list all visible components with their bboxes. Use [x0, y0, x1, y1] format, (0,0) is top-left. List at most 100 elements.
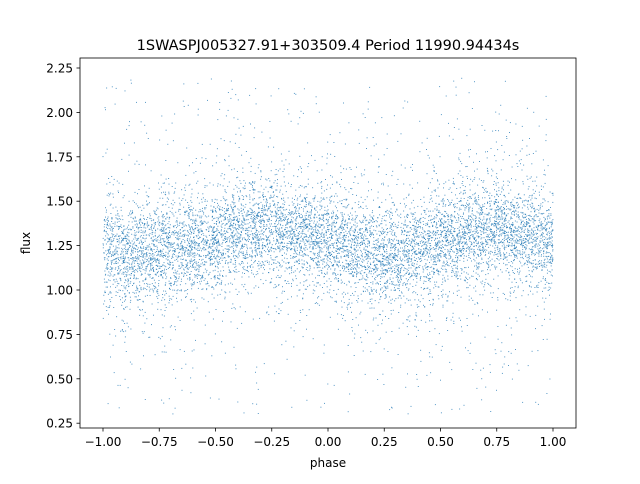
data-point	[550, 265, 552, 267]
data-point	[219, 206, 221, 208]
data-point	[448, 244, 450, 246]
data-point	[402, 230, 403, 232]
data-point	[116, 225, 118, 227]
data-point	[152, 231, 154, 233]
data-point	[478, 266, 480, 268]
data-point	[124, 295, 126, 297]
data-point	[341, 306, 343, 308]
data-point	[286, 232, 288, 234]
data-point	[497, 149, 499, 151]
data-point	[277, 206, 279, 208]
data-point	[511, 201, 513, 203]
data-point	[365, 235, 367, 237]
data-point	[294, 249, 296, 251]
data-point	[316, 225, 318, 227]
data-point	[118, 192, 119, 193]
data-point	[198, 271, 200, 273]
data-point	[451, 199, 453, 201]
data-point	[431, 254, 433, 256]
data-point	[146, 195, 148, 197]
data-point	[512, 204, 514, 206]
data-point	[199, 221, 201, 223]
data-point	[138, 220, 140, 222]
data-point	[483, 223, 485, 225]
data-point	[165, 292, 167, 294]
data-point	[523, 264, 525, 266]
data-point	[221, 255, 223, 257]
data-point	[232, 196, 234, 198]
data-point	[153, 245, 155, 247]
data-point	[442, 268, 444, 270]
data-point	[401, 240, 403, 242]
data-point	[221, 207, 223, 209]
data-point	[336, 181, 338, 183]
data-point	[299, 204, 301, 205]
data-point	[445, 241, 447, 243]
data-point	[464, 222, 466, 223]
data-point	[376, 268, 378, 270]
data-point	[329, 187, 331, 189]
data-point	[425, 246, 427, 248]
data-point	[471, 213, 473, 215]
data-point	[499, 251, 501, 253]
data-point	[422, 268, 424, 270]
data-point	[500, 350, 502, 352]
data-point	[302, 208, 304, 210]
data-point	[500, 235, 502, 237]
data-point	[394, 223, 396, 225]
data-point	[198, 225, 200, 227]
data-point	[254, 241, 256, 243]
data-point	[276, 230, 278, 232]
data-point	[362, 237, 364, 239]
data-point	[208, 228, 210, 230]
data-point	[542, 276, 544, 278]
data-point	[293, 231, 294, 233]
data-point	[473, 242, 475, 244]
data-point	[135, 296, 137, 298]
data-point	[208, 253, 210, 255]
data-point	[327, 184, 328, 186]
data-point	[275, 276, 277, 278]
data-point	[117, 282, 119, 284]
data-point	[110, 226, 112, 228]
data-point	[367, 257, 368, 259]
data-point	[484, 129, 486, 131]
data-point	[420, 277, 421, 279]
data-point	[427, 240, 429, 242]
data-point	[242, 171, 244, 173]
data-point	[122, 183, 124, 185]
data-point	[529, 214, 531, 216]
data-point	[157, 239, 159, 241]
data-point	[468, 253, 470, 254]
data-point	[115, 245, 117, 247]
data-point	[313, 258, 315, 260]
data-point	[291, 197, 293, 199]
data-point	[133, 218, 135, 220]
data-point	[426, 252, 428, 254]
data-point	[320, 241, 322, 242]
data-point	[344, 224, 346, 226]
data-point	[518, 206, 520, 208]
data-point	[351, 263, 353, 265]
data-point	[411, 263, 413, 265]
data-point	[176, 248, 178, 250]
data-point	[338, 233, 340, 235]
data-point	[478, 275, 480, 277]
data-point	[507, 213, 509, 215]
data-point	[342, 317, 344, 319]
data-point	[105, 306, 107, 308]
data-point	[290, 184, 292, 185]
data-point	[503, 231, 505, 233]
data-point	[169, 299, 170, 301]
data-point	[316, 264, 318, 266]
data-point	[201, 288, 203, 290]
data-point	[241, 226, 243, 228]
data-point	[528, 270, 530, 272]
data-point	[535, 240, 537, 242]
data-point	[122, 290, 124, 292]
data-point	[111, 241, 113, 243]
data-point	[166, 216, 168, 218]
data-point	[467, 273, 469, 275]
data-point	[368, 266, 370, 268]
data-point	[121, 262, 123, 264]
